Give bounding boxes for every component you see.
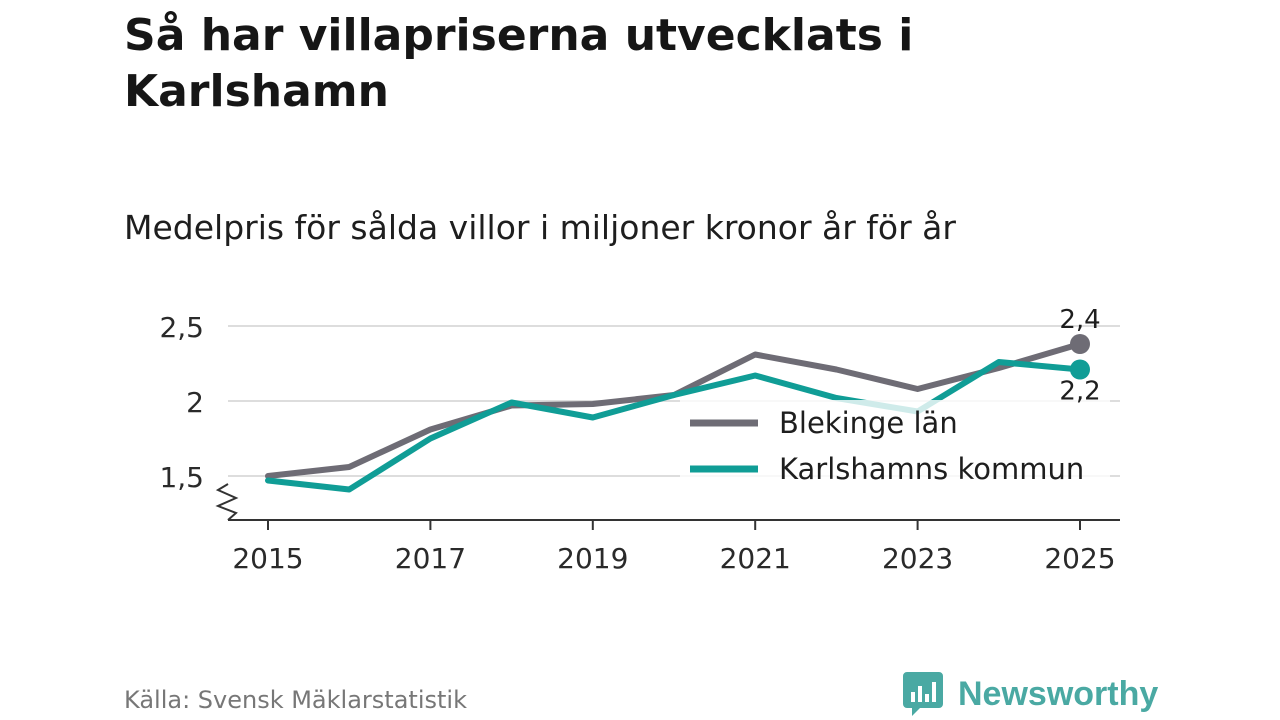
brand-name: Newsworthy — [958, 674, 1159, 713]
end-value-label: 2,2 — [1059, 377, 1100, 407]
end-value-label: 2,4 — [1059, 305, 1100, 335]
y-tick-label: 2 — [186, 386, 204, 419]
y-tick-label: 1,5 — [159, 461, 204, 494]
legend-label: Blekinge län — [779, 406, 958, 440]
newsworthy-logo-icon — [903, 672, 943, 716]
chart-title: Så har villapriserna utvecklats i Karlsh… — [124, 10, 914, 117]
axis-break-zigzag — [215, 483, 239, 521]
source-note: Källa: Svensk Mäklarstatistik — [124, 686, 467, 714]
series-line-karlshamn — [265, 359, 1083, 493]
x-tick-label: 2021 — [720, 542, 791, 575]
x-tick-label: 2015 — [232, 542, 303, 575]
brand: Newsworthy — [902, 670, 1158, 718]
x-tick-label: 2017 — [395, 542, 466, 575]
end-point-karlshamn — [1070, 359, 1090, 380]
x-tick-label: 2025 — [1044, 542, 1115, 575]
end-point-blekinge — [1070, 334, 1090, 354]
legend-background — [680, 400, 1110, 494]
chart-subtitle: Medelpris för sålda villor i miljoner kr… — [124, 208, 956, 247]
y-tick-label: 2,5 — [159, 311, 204, 344]
legend-label: Karlshamns kommun — [779, 452, 1084, 486]
x-tick-label: 2023 — [882, 542, 953, 575]
x-tick-label: 2019 — [557, 542, 628, 575]
